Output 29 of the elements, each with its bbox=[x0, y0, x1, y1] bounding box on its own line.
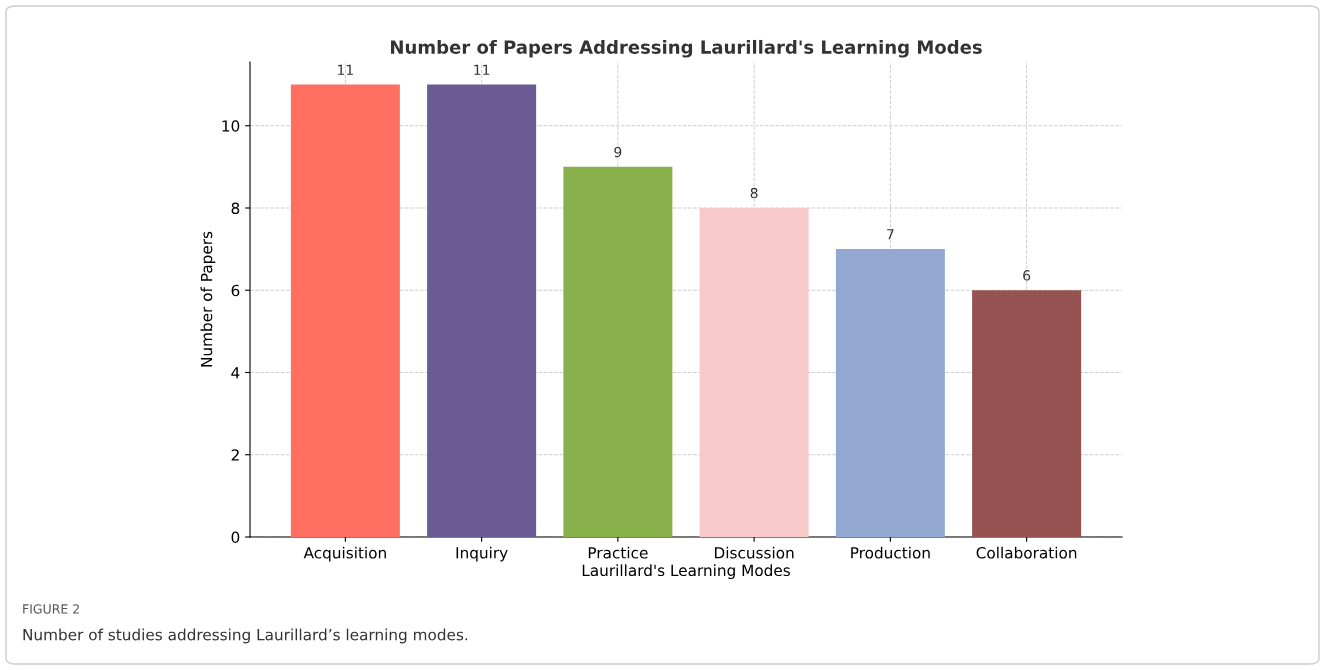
bar bbox=[699, 208, 809, 537]
x-tick-label: Acquisition bbox=[303, 546, 386, 562]
chart-title: Number of Papers Addressing Laurillard's Learning Modes bbox=[391, 39, 982, 58]
data-label: 8 bbox=[750, 187, 758, 199]
x-tick-label: Practice bbox=[588, 546, 648, 559]
bar bbox=[290, 84, 400, 537]
x-axis-title: Laurillard's Learning Modes bbox=[582, 564, 790, 580]
x-tick-label: Collaboration bbox=[976, 546, 1077, 559]
data-label: 11 bbox=[474, 64, 490, 75]
text: Number of studies addressing Laurillard’s learning modes. bbox=[23, 628, 468, 644]
data-label: 6 bbox=[1023, 270, 1031, 281]
data-label: 7 bbox=[887, 229, 894, 240]
y-axis-title: Number of Papers bbox=[200, 231, 216, 367]
bar bbox=[972, 290, 1082, 537]
y-tick-label: 4 bbox=[231, 367, 240, 379]
data-label: 9 bbox=[614, 146, 622, 158]
data-label: 11 bbox=[338, 64, 353, 75]
y-tick-label: 2 bbox=[231, 449, 239, 461]
bar bbox=[563, 166, 673, 537]
y-tick-label: 0 bbox=[231, 531, 240, 544]
y-tick-label: 8 bbox=[231, 202, 240, 215]
y-tick-label: 10 bbox=[222, 120, 240, 132]
bar bbox=[427, 84, 537, 537]
x-tick-label: Discussion bbox=[715, 546, 794, 559]
y-tick-label: 6 bbox=[231, 284, 240, 297]
x-tick-label: Production bbox=[851, 546, 930, 559]
caption: FIGURE 2 bbox=[23, 604, 79, 614]
x-tick-label: Inquiry bbox=[456, 546, 508, 562]
bar bbox=[835, 249, 945, 537]
